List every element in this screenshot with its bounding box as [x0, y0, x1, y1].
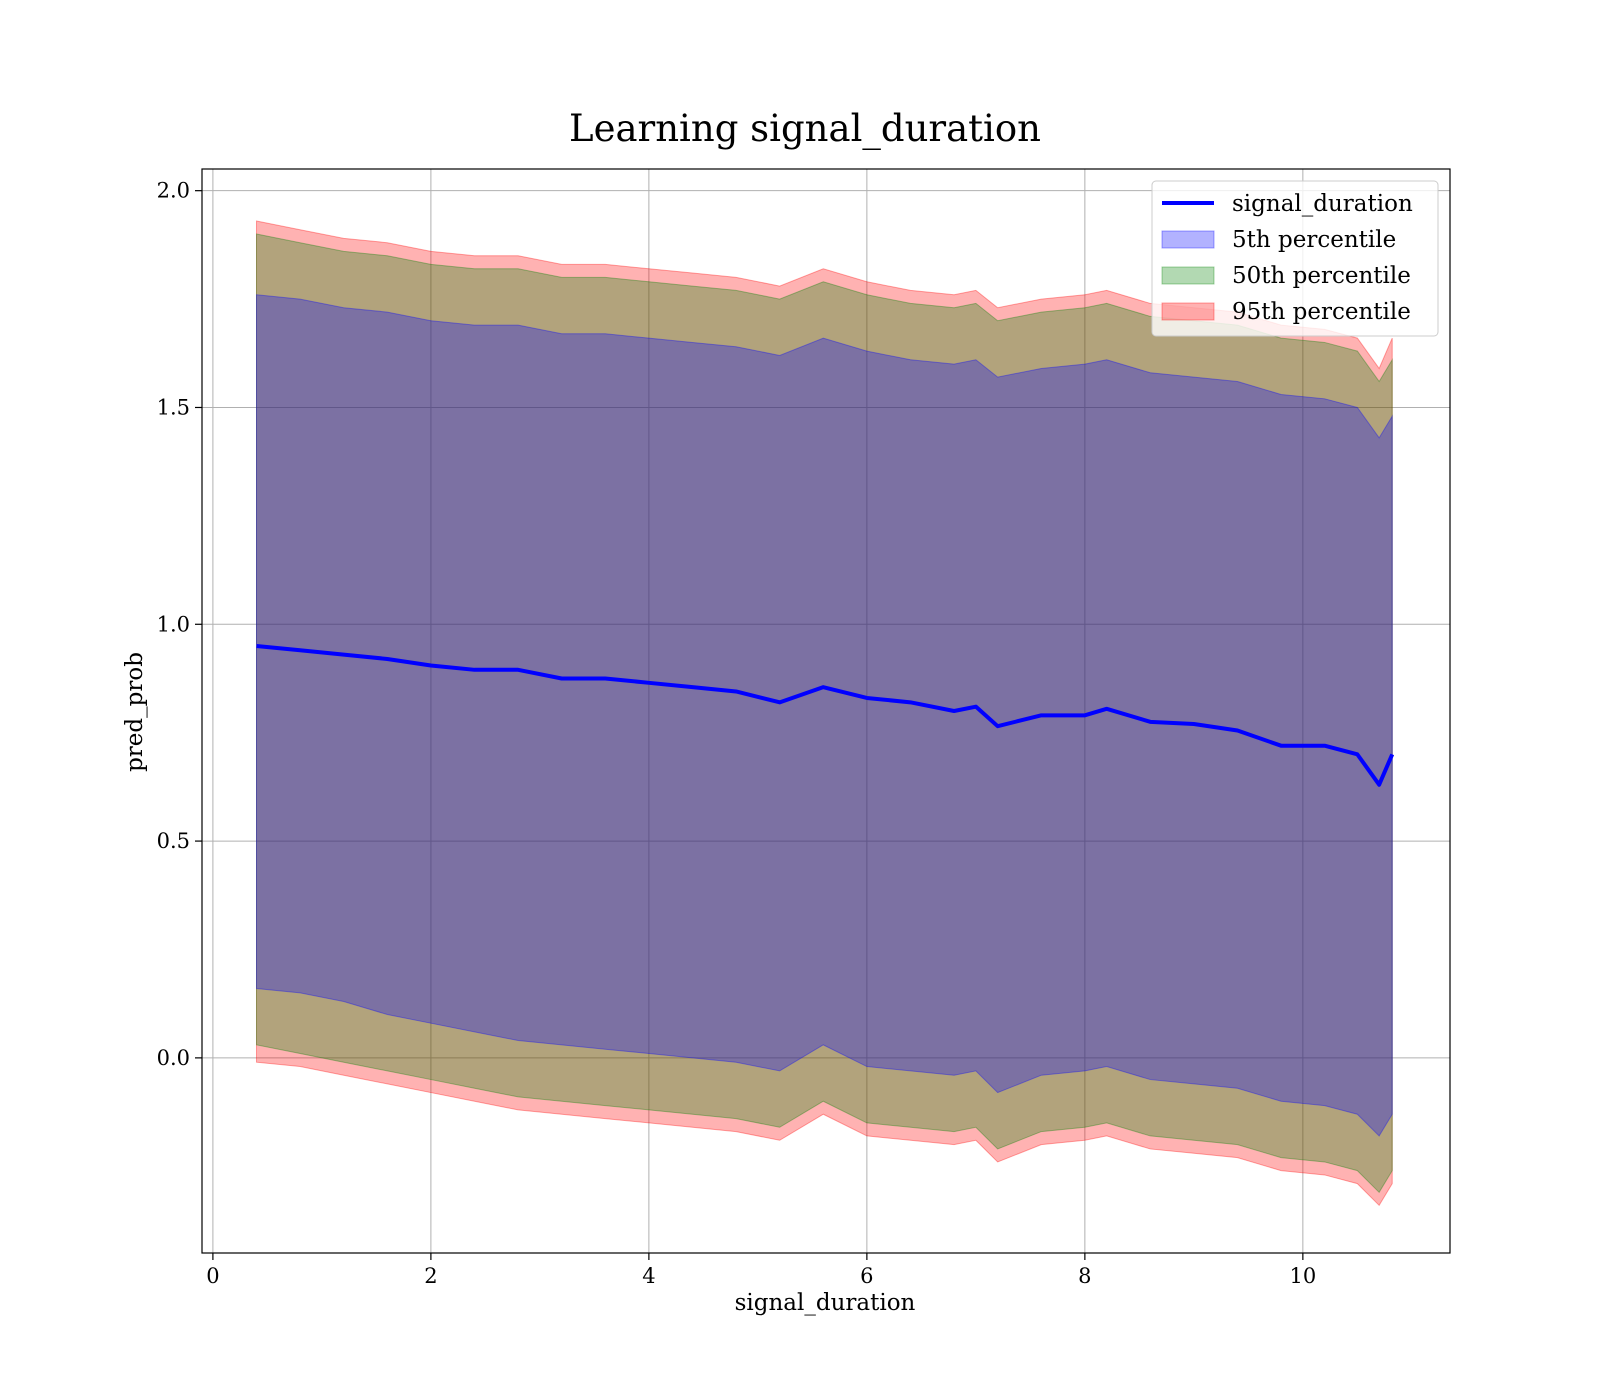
x-tick-label: 6	[860, 1264, 873, 1288]
x-axis-label: signal_duration	[735, 1290, 916, 1316]
y-axis-label: pred_prob	[122, 652, 148, 772]
plot-frame	[201, 168, 1451, 1254]
legend-label: signal_duration	[1232, 191, 1413, 217]
legend: signal_duration 5th percentile 50th percen…	[1151, 180, 1439, 337]
x-tick-label: 8	[1078, 1264, 1091, 1288]
y-tick-label: 1.5	[157, 395, 190, 419]
y-axis-ticks: 0.0 0.5 1.0 1.5 2.0	[157, 179, 202, 1070]
y-tick-label: 0.0	[157, 1046, 190, 1070]
legend-swatch-patch	[1161, 266, 1215, 285]
chart-title: Learning signal_duration	[569, 107, 1041, 151]
lines	[256, 643, 1395, 787]
band-95th-percentile	[256, 220, 1393, 1207]
y-tick-label: 2.0	[157, 179, 190, 203]
y-tick-label: 1.0	[157, 612, 190, 636]
legend-box	[1151, 180, 1439, 337]
bands	[256, 220, 1393, 1207]
x-tick-label: 2	[424, 1264, 437, 1288]
band-50th-percentile	[256, 233, 1393, 1194]
y-tick-label: 0.5	[157, 829, 190, 853]
legend-swatch-patch	[1161, 230, 1215, 249]
x-tick-label: 10	[1289, 1264, 1316, 1288]
legend-label: 95th percentile	[1232, 299, 1411, 325]
x-tick-label: 0	[206, 1264, 219, 1288]
band-5th-percentile	[256, 294, 1393, 1137]
legend-swatch-patch	[1161, 302, 1215, 321]
x-axis-ticks: 0 2 4 6 8 10	[206, 1253, 1316, 1288]
legend-label: 50th percentile	[1232, 263, 1411, 289]
x-tick-label: 4	[642, 1264, 655, 1288]
legend-label: 5th percentile	[1232, 227, 1396, 253]
series-line-signal-duration	[256, 643, 1395, 787]
